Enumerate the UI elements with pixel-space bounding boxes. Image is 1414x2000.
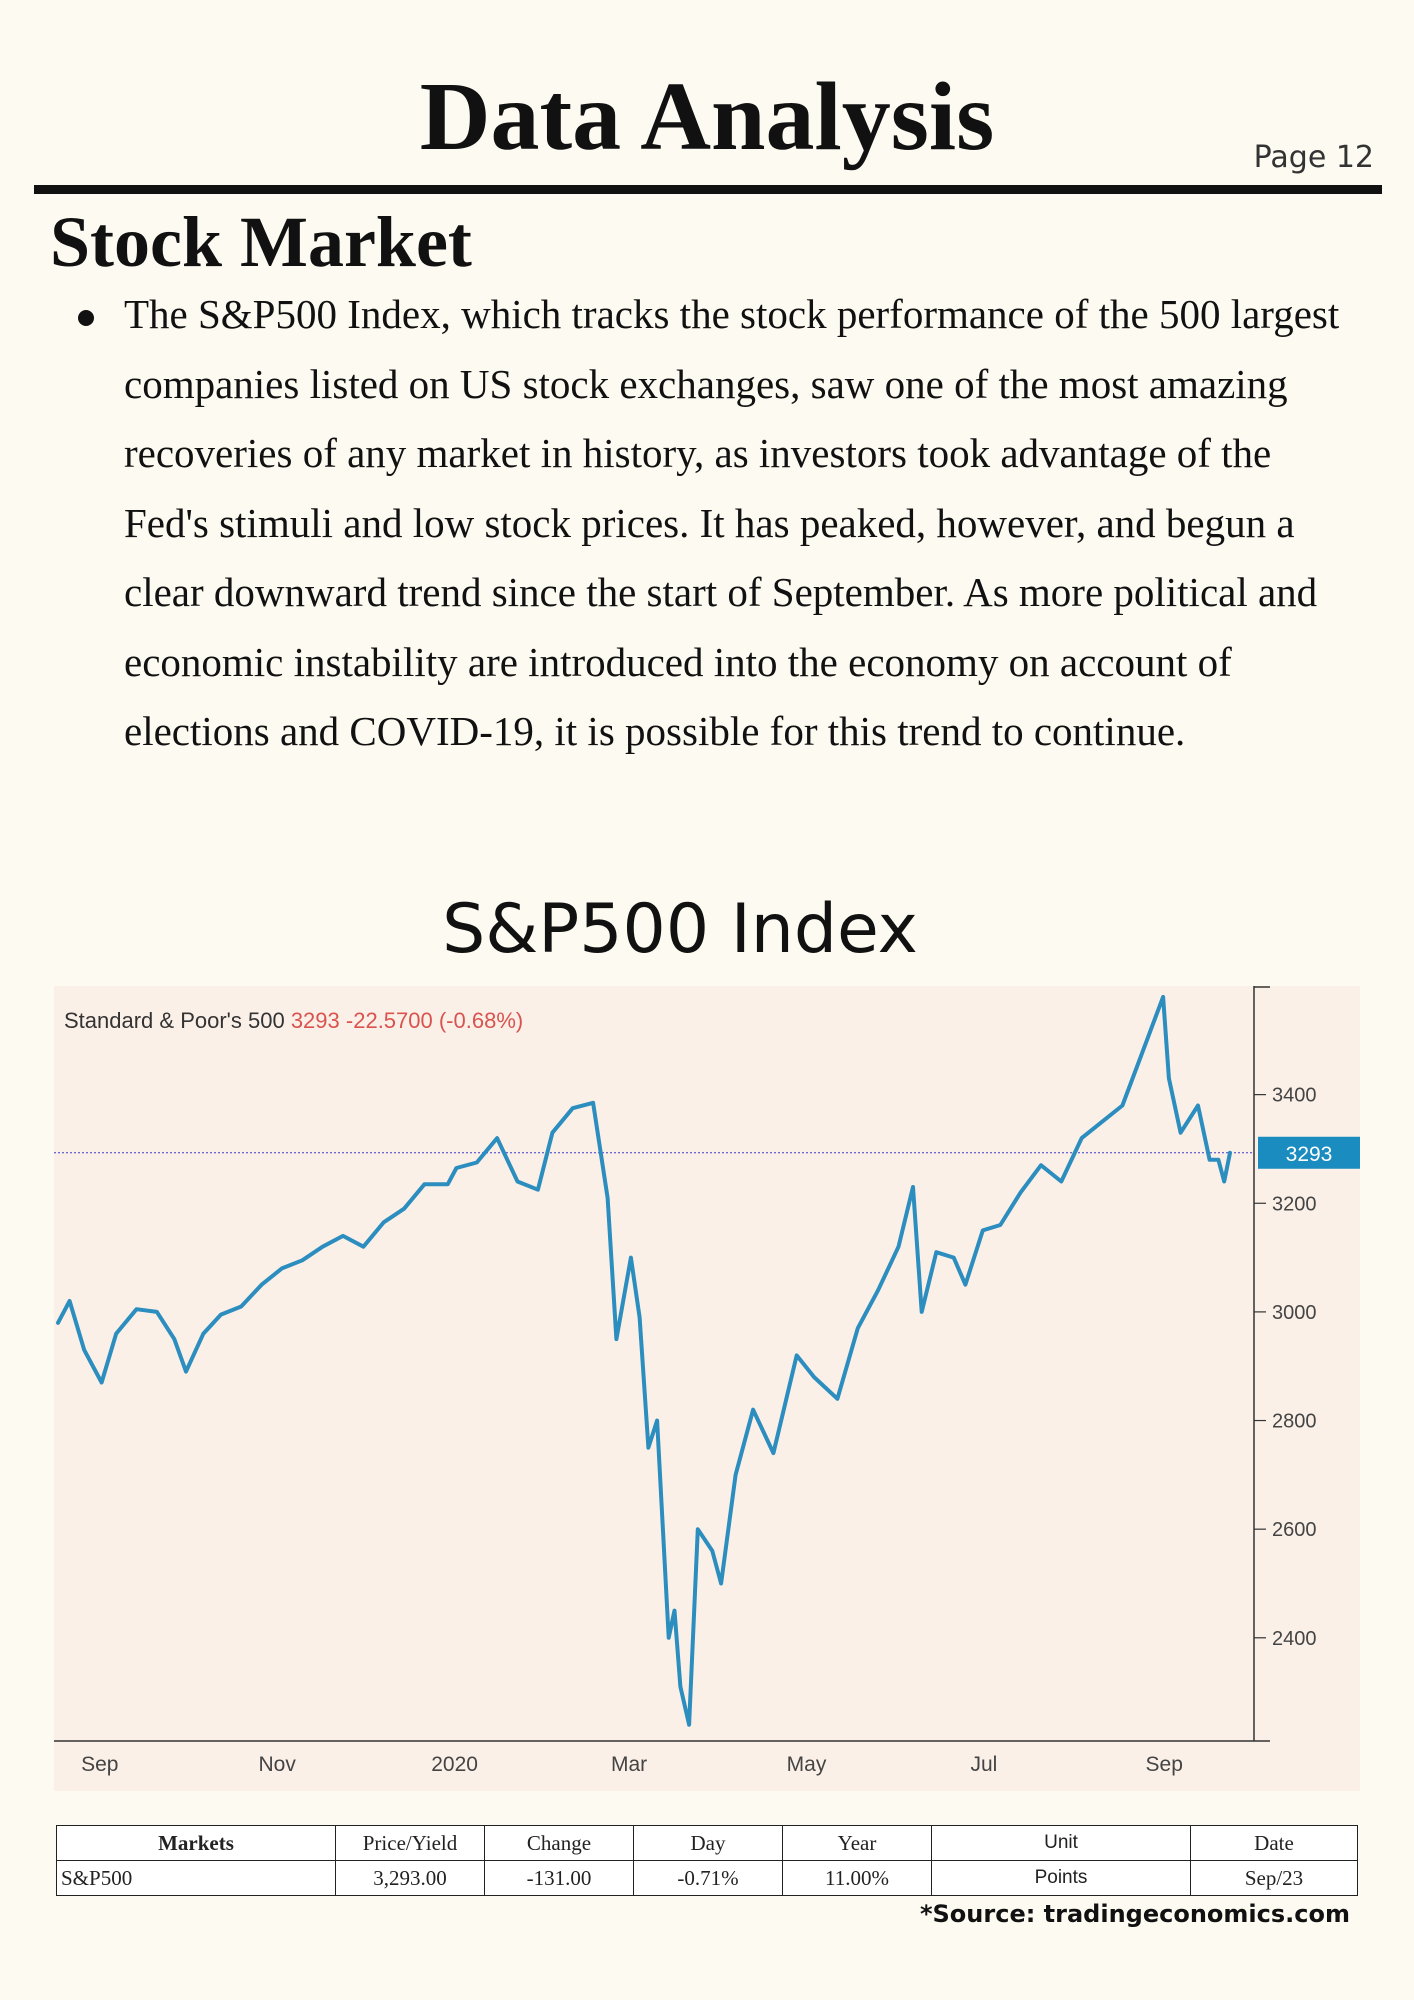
header-markets: Markets — [56, 1825, 336, 1861]
y-tick-label: 2600 — [1272, 1519, 1317, 1541]
header-day: Day — [633, 1825, 783, 1861]
chart-change: -22.5700 (-0.68%) — [345, 1008, 524, 1033]
bullet-text: The S&P500 Index, which tracks the stock… — [124, 291, 1340, 754]
cell-change: -131.00 — [484, 1860, 634, 1896]
x-tick-label: Jul — [970, 1753, 997, 1776]
y-tick-label: 3400 — [1272, 1085, 1317, 1107]
cell-unit: Points — [931, 1860, 1191, 1896]
chart-price: 3293 — [290, 1008, 340, 1033]
source-note: *Source: tradingeconomics.com — [919, 1900, 1350, 1928]
chart-title: S&P500 Index — [442, 890, 918, 969]
x-tick-label: 2020 — [431, 1753, 478, 1776]
current-price-box — [1258, 1136, 1360, 1169]
header-price-yield: Price/Yield — [335, 1825, 485, 1861]
y-tick-label: 2800 — [1272, 1411, 1317, 1433]
x-tick-label: Nov — [259, 1753, 297, 1776]
section-title: Stock Market — [50, 202, 472, 282]
chart-header: Standard & Poor's 500 3293 -22.5700 (-0.… — [64, 1008, 523, 1034]
x-tick-label: Sep — [81, 1753, 118, 1776]
header-date: Date — [1190, 1825, 1358, 1861]
cell-market: S&P500 — [56, 1860, 336, 1896]
chart-area: 3400 3200 3000 2800 2600 2400 Sep Nov 2020 Mar May… — [54, 986, 1360, 1791]
series-line — [56, 994, 1232, 1727]
x-tick-label: Sep — [1146, 1753, 1183, 1776]
bullet-item: The S&P500 Index, which tracks the stock… — [78, 280, 1348, 767]
markets-table: Markets Price/Yield Change Day Year Unit… — [56, 1825, 1358, 1896]
current-price-label: 3293 — [1286, 1143, 1333, 1166]
header-unit: Unit — [931, 1825, 1191, 1861]
header-change: Change — [484, 1825, 634, 1861]
cell-day: -0.71% — [633, 1860, 783, 1896]
page-title: Data Analysis — [419, 63, 995, 171]
cell-date: Sep/23 — [1190, 1860, 1358, 1896]
table-row: S&P500 3,293.00 -131.00 -0.71% 11.00% Po… — [56, 1860, 1358, 1896]
cell-year: 11.00% — [782, 1860, 932, 1896]
header-rule — [34, 185, 1382, 194]
line-chart: 3400 3200 3000 2800 2600 2400 Sep Nov 2020 Mar May… — [54, 986, 1360, 1776]
y-tick-label: 3200 — [1272, 1193, 1317, 1215]
header-year: Year — [782, 1825, 932, 1861]
table-header-row: Markets Price/Yield Change Day Year Unit… — [56, 1825, 1358, 1861]
x-tick-label: Mar — [611, 1753, 647, 1776]
x-tick-label: May — [787, 1753, 827, 1776]
bullet-dot-icon — [78, 310, 94, 326]
y-tick-label: 3000 — [1272, 1302, 1317, 1324]
y-tick-label: 2400 — [1272, 1628, 1317, 1650]
chart-index-name: Standard & Poor's 500 — [64, 1008, 285, 1033]
cell-price-yield: 3,293.00 — [335, 1860, 485, 1896]
page-number: Page 12 — [1253, 140, 1374, 175]
